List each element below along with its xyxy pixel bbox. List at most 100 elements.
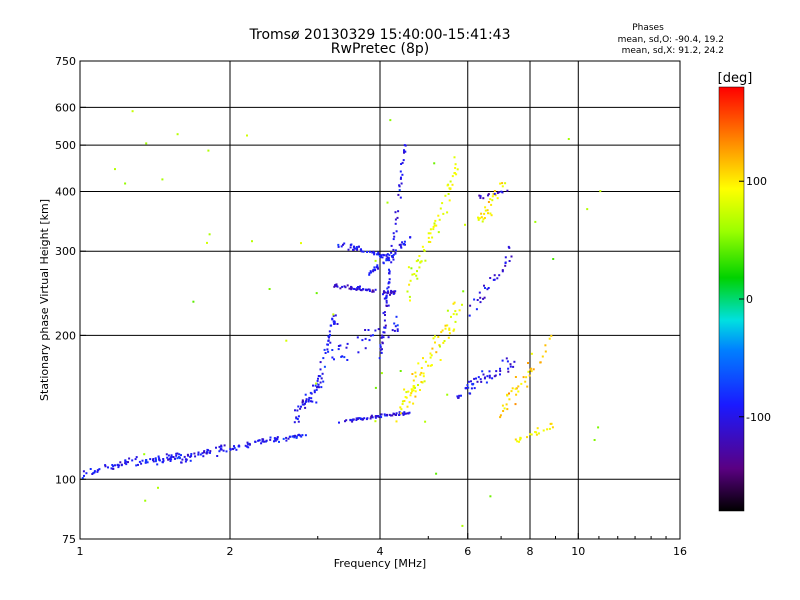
data-point	[385, 294, 388, 297]
data-point	[225, 450, 228, 453]
y-tick-label: 300	[55, 245, 76, 258]
data-point	[395, 412, 398, 415]
data-point	[399, 196, 402, 199]
data-point	[398, 189, 401, 192]
data-point	[327, 343, 329, 346]
data-point	[361, 418, 364, 421]
data-point	[343, 356, 346, 359]
data-point	[178, 453, 181, 456]
data-point	[207, 149, 210, 152]
data-point	[304, 402, 306, 405]
data-point	[392, 253, 395, 256]
data-point	[315, 382, 318, 385]
data-point	[504, 182, 507, 185]
data-point	[161, 178, 164, 181]
data-point	[499, 370, 502, 372]
y-tick-label: 750	[55, 55, 76, 68]
data-point	[384, 291, 387, 294]
data-point	[424, 360, 427, 363]
data-point	[392, 292, 395, 295]
data-point	[346, 342, 349, 345]
chart-title: Tromsø 20130329 15:40:00-15:41:43	[249, 27, 511, 43]
y-axis-ticks: 75 100 200 300 400 500 600 750	[55, 55, 86, 546]
data-point	[146, 461, 149, 464]
data-point	[473, 387, 476, 390]
data-point	[319, 361, 322, 364]
data-point	[501, 191, 504, 194]
data-point	[486, 209, 489, 212]
data-point	[400, 163, 403, 165]
colorbar-ticks: 100 0 -100	[739, 175, 771, 424]
data-point	[396, 324, 399, 327]
data-point	[496, 277, 499, 280]
data-point	[186, 453, 189, 456]
data-point	[387, 286, 390, 289]
data-point	[282, 437, 285, 440]
data-point	[449, 188, 452, 191]
data-point	[298, 433, 300, 436]
data-point	[483, 212, 486, 215]
data-point	[398, 413, 401, 416]
data-point	[167, 454, 170, 457]
data-point	[440, 331, 443, 334]
data-point	[499, 373, 501, 376]
data-point	[490, 203, 493, 206]
data-point	[502, 410, 505, 412]
data-point	[124, 462, 127, 465]
data-point	[368, 290, 371, 292]
data-point	[437, 335, 440, 338]
data-point	[379, 255, 382, 258]
data-point	[393, 235, 396, 238]
data-point	[301, 399, 304, 402]
data-point	[334, 314, 337, 317]
data-point	[458, 394, 461, 397]
data-point	[273, 437, 276, 440]
data-point	[432, 226, 435, 228]
data-point	[369, 270, 372, 273]
data-point	[391, 255, 394, 258]
data-point	[83, 474, 85, 477]
data-point	[91, 473, 94, 475]
data-point	[399, 412, 402, 415]
data-point	[300, 242, 302, 245]
data-point	[368, 339, 371, 342]
data-point	[192, 300, 195, 303]
data-point	[261, 438, 264, 441]
data-point	[278, 440, 280, 443]
data-point	[383, 311, 386, 314]
data-point	[170, 456, 173, 458]
x-tick-label: 8	[527, 545, 534, 558]
data-point	[528, 374, 531, 377]
data-point	[384, 326, 387, 329]
data-point	[519, 438, 522, 441]
data-point	[409, 299, 411, 302]
data-point	[180, 461, 183, 464]
data-point	[444, 194, 447, 197]
data-point	[388, 254, 391, 257]
data-point	[453, 156, 456, 159]
data-point	[491, 195, 494, 198]
data-point	[439, 359, 442, 361]
data-point	[504, 264, 507, 267]
data-point	[349, 419, 352, 422]
data-point	[434, 219, 437, 222]
data-point	[437, 214, 440, 217]
data-point	[484, 206, 487, 209]
data-point	[248, 443, 251, 446]
data-point	[199, 453, 202, 456]
data-point	[403, 149, 405, 152]
data-point	[494, 374, 497, 377]
data-point	[403, 240, 406, 243]
data-point	[170, 458, 173, 461]
data-point	[398, 411, 401, 414]
data-point	[530, 433, 533, 436]
data-point	[308, 396, 311, 399]
data-point	[112, 465, 115, 468]
data-point	[448, 199, 451, 202]
data-point	[316, 379, 319, 382]
data-point	[269, 438, 272, 441]
data-point	[390, 251, 393, 254]
data-point	[396, 330, 399, 332]
data-point	[152, 459, 154, 462]
data-point	[508, 398, 511, 401]
